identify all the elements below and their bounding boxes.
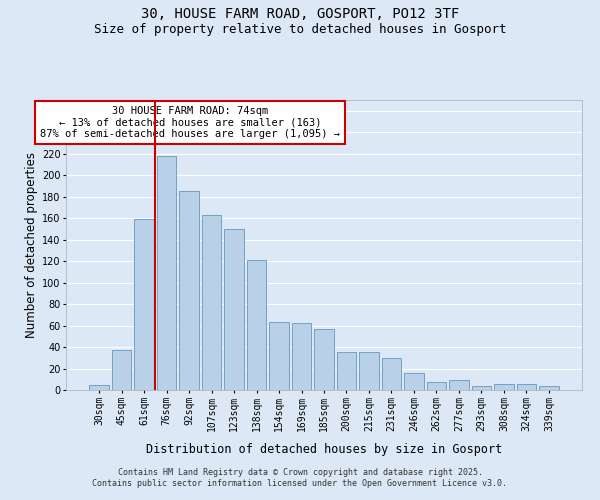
Bar (314, 329, 334, 390)
Bar (472, 386, 491, 390)
Y-axis label: Number of detached properties: Number of detached properties (25, 152, 38, 338)
Bar (449, 380, 469, 390)
Bar (89, 384, 109, 390)
Text: Contains HM Land Registry data © Crown copyright and database right 2025.
Contai: Contains HM Land Registry data © Crown c… (92, 468, 508, 487)
Bar (224, 229, 244, 390)
Bar (134, 219, 154, 390)
Bar (157, 156, 176, 390)
Bar (404, 373, 424, 390)
Bar (359, 352, 379, 390)
Text: 30 HOUSE FARM ROAD: 74sqm
← 13% of detached houses are smaller (163)
87% of semi: 30 HOUSE FARM ROAD: 74sqm ← 13% of detac… (40, 106, 340, 139)
Bar (427, 382, 446, 390)
Text: 30, HOUSE FARM ROAD, GOSPORT, PO12 3TF: 30, HOUSE FARM ROAD, GOSPORT, PO12 3TF (141, 8, 459, 22)
Bar (337, 352, 356, 390)
Text: Size of property relative to detached houses in Gosport: Size of property relative to detached ho… (94, 22, 506, 36)
Bar (292, 324, 311, 390)
Bar (382, 358, 401, 390)
Bar (202, 215, 221, 390)
Bar (517, 384, 536, 390)
Bar (269, 322, 289, 390)
Bar (112, 350, 131, 390)
Bar (247, 260, 266, 390)
Bar (179, 192, 199, 390)
Bar (494, 384, 514, 390)
Bar (539, 386, 559, 390)
Text: Distribution of detached houses by size in Gosport: Distribution of detached houses by size … (146, 442, 502, 456)
